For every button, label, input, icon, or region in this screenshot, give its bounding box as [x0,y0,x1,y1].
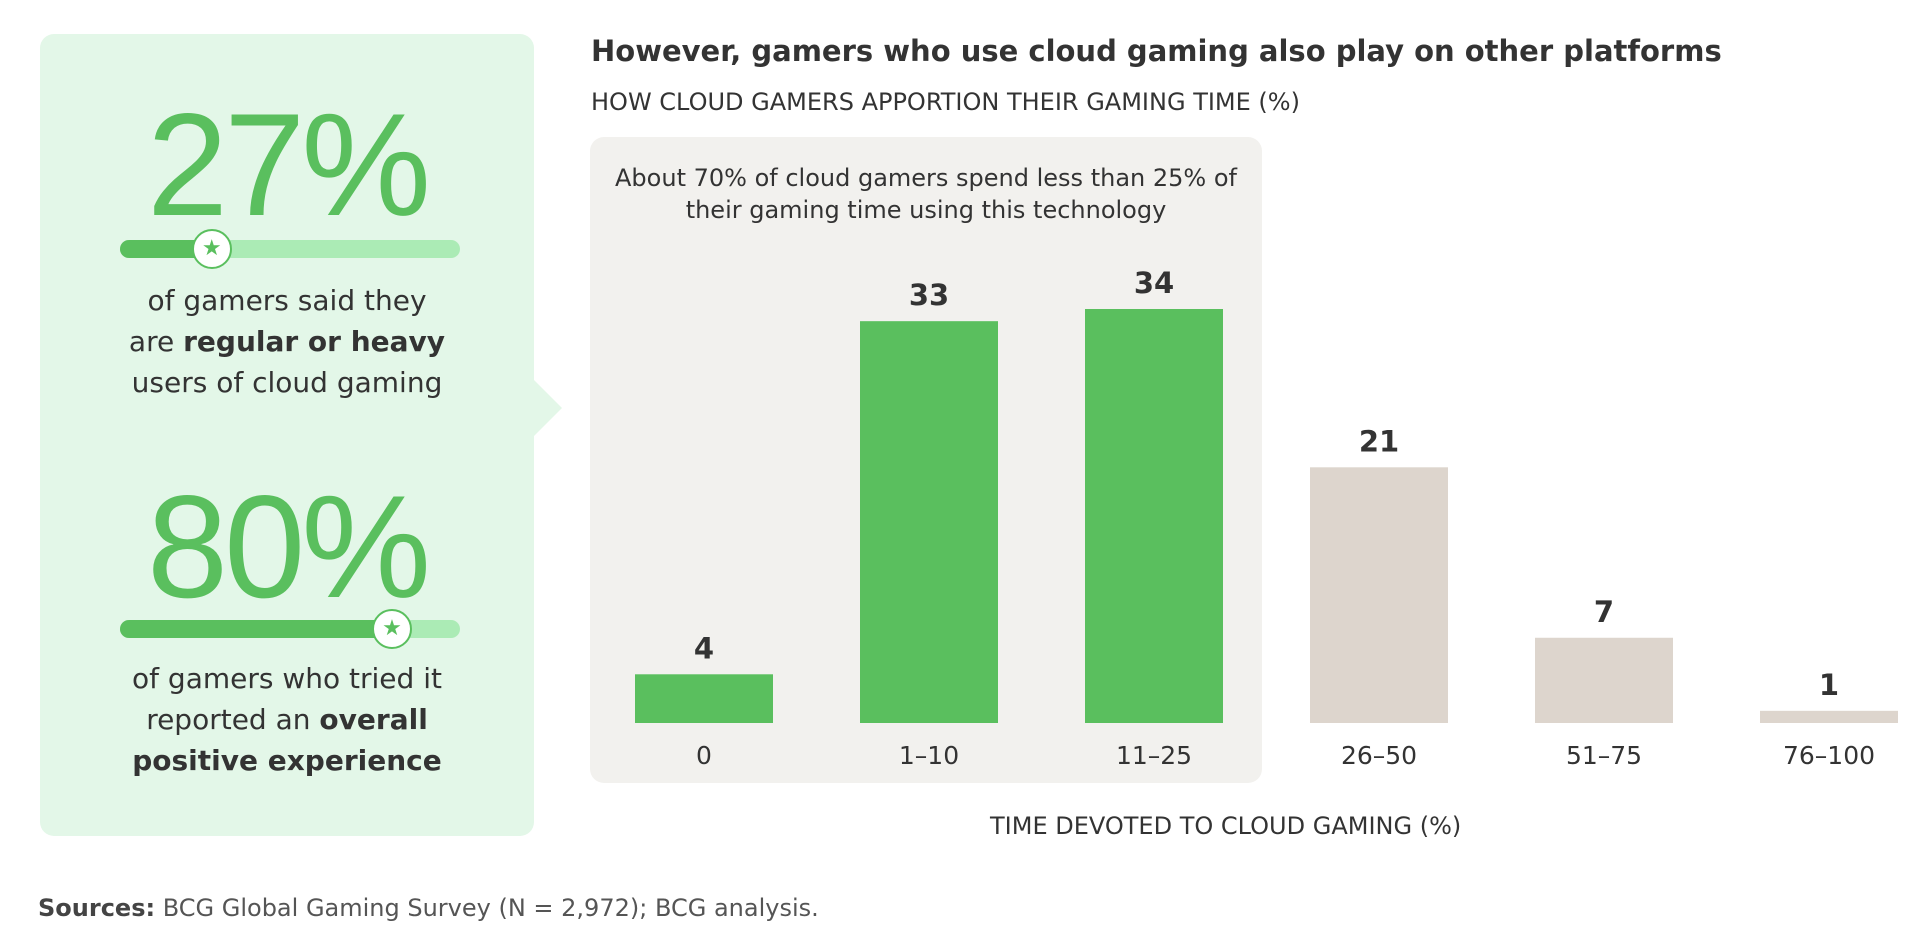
data-label-76–100: 1 [1819,668,1839,702]
star-icon: ★ [382,616,402,641]
panel-pointer [532,378,562,438]
sources-text: BCG Global Gaming Survey (N = 2,972); BC… [155,894,819,922]
stat-80-text-line2: reported an [146,703,320,736]
stat-80-slider-knob: ★ [372,609,412,649]
tick-label-1–10: 1–10 [899,741,959,770]
stat-80-slider-fill [120,620,392,638]
stat-80-text-bold: overall [319,703,428,736]
sources-label: Sources: [38,894,156,922]
stat-27-text-bold: regular or heavy [183,325,446,358]
star-icon: ★ [201,236,222,261]
stat-80-text-line3: positive experience [132,744,442,777]
stat-27-text-line2: are [128,325,184,358]
sources-note: Sources: BCG Global Gaming Survey (N = 2… [38,894,819,922]
chart-title: However, gamers who use cloud gaming als… [591,34,1722,68]
tick-label-0: 0 [696,741,712,770]
x-axis-label: TIME DEVOTED TO CLOUD GAMING (%) [990,812,1462,840]
tick-label-11–25: 11–25 [1116,741,1192,770]
data-label-11–25: 34 [1134,266,1174,300]
chart-annotation: About 70% of cloud gamers spend less tha… [615,164,1237,224]
stat-27-value: 27% [146,83,431,246]
stat-panel: 27% ★ of gamers said they are regular or… [40,34,534,836]
bar-1–10 [860,321,998,723]
bar-26–50 [1310,467,1448,723]
tick-label-51–75: 51–75 [1566,741,1642,770]
tick-label-26–50: 26–50 [1341,741,1417,770]
stat-27-slider: ★ [120,229,460,269]
stat-27-slider-fill [120,240,212,258]
stat-27-text-line3: users of cloud gaming [131,366,443,399]
data-label-26–50: 21 [1359,424,1399,458]
bar-76–100 [1760,710,1898,723]
stat-80-description: of gamers who tried it reported an overa… [60,658,514,781]
data-label-0: 4 [694,631,714,665]
tick-label-76–100: 76–100 [1783,741,1875,770]
chart-subtitle: HOW CLOUD GAMERS APPORTION THEIR GAMING … [591,88,1300,116]
bar-0 [635,674,773,723]
bar-11–25 [1085,309,1223,723]
stat-27-description: of gamers said they are regular or heavy… [60,280,514,403]
data-label-1–10: 33 [909,278,949,312]
bar-51–75 [1535,637,1673,723]
stat-27-slider-knob: ★ [191,229,232,269]
stat-80-slider: ★ [120,609,460,649]
stat-27-text-line1: of gamers said they [147,284,427,317]
stat-80-text-line1: of gamers who tried it [132,662,442,695]
stat-80-value: 80% [146,465,431,628]
data-label-51–75: 7 [1594,595,1614,629]
